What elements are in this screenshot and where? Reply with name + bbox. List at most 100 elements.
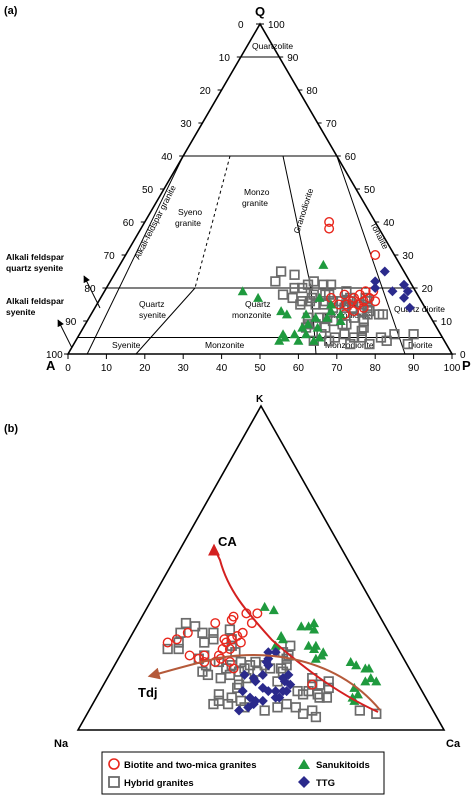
gray-square-point [408, 329, 419, 340]
red-circle-point [364, 292, 375, 303]
bottom-tick-label: 80 [370, 363, 382, 374]
gray-square-point [283, 650, 294, 661]
legend-label-ttg: TTG [316, 778, 335, 789]
right-tick-label: 100 [268, 20, 285, 31]
green-triangle-point [303, 319, 313, 329]
green-triangle-point [309, 618, 320, 628]
red-circle-point [354, 289, 365, 300]
gray-square-point [375, 332, 387, 343]
green-triangle-point [335, 309, 346, 319]
label-syeno-granite-1: Syeno [178, 207, 202, 217]
left-tick-label: 0 [238, 20, 244, 31]
label-afqs-1: Alkali feldspar [6, 252, 65, 262]
panel-b-label: (b) [4, 423, 18, 435]
red-circle-point [370, 249, 381, 260]
green-triangle-point [268, 605, 279, 615]
gray-square-point [310, 711, 322, 723]
gray-square-point [272, 702, 283, 713]
blue-diamond-point [270, 647, 281, 658]
label-afs-2: syenite [6, 307, 36, 317]
legend-box [101, 751, 385, 795]
green-triangle-point [270, 640, 281, 650]
tdj-trend-curve [147, 654, 381, 711]
blue-diamond-point [370, 276, 381, 287]
left-tick-label: 90 [65, 317, 77, 328]
gray-square-point [389, 329, 400, 340]
green-triangle-point [293, 335, 304, 345]
gray-square-point [321, 692, 333, 703]
green-triangle-point [318, 259, 329, 269]
arrow-afs [57, 319, 73, 349]
red-circle-point [226, 634, 237, 645]
legend-marker-blue-diamond [298, 776, 310, 788]
gray-square-point [295, 299, 306, 310]
blue-diamond-point [257, 695, 268, 706]
gray-square-point [297, 689, 309, 700]
green-triangle-point [312, 322, 323, 332]
right-tick-label: 80 [306, 86, 318, 97]
label-afs-1: Alkali feldspar [6, 296, 65, 306]
red-circle-point [333, 299, 344, 310]
blue-diamond-point [250, 676, 261, 687]
gray-square-point [302, 279, 314, 290]
right-tick-label: 30 [402, 251, 414, 262]
green-triangle-point [296, 621, 307, 631]
gray-square-point [180, 617, 192, 629]
green-triangle-point [297, 322, 308, 332]
p35-line-lower [135, 287, 196, 355]
gray-square-point [250, 656, 261, 668]
gray-square-point [348, 332, 360, 343]
gray-square-point [329, 332, 341, 343]
gray-square-point [213, 695, 225, 706]
label-monzodiorite: Monzodiorite [325, 340, 374, 350]
blue-diamond-point [234, 705, 245, 716]
gray-square-point [275, 266, 287, 277]
right-tick-label: 90 [287, 53, 299, 64]
red-circle-point [347, 296, 358, 307]
green-triangle-point [259, 601, 270, 611]
label-quartz-diorite: Quartz diorite [394, 304, 445, 314]
gray-square-point [215, 673, 226, 684]
vertex-p: P [462, 358, 471, 373]
green-triangle-point [316, 650, 327, 660]
legend-marker-green-triangle [298, 759, 310, 769]
gray-square-point [270, 276, 281, 287]
kna-ca-diagram: (b) K Na Ca CA Tdj [4, 394, 461, 750]
right-tick-label: 60 [345, 152, 357, 163]
ca-trend-curve [208, 543, 379, 713]
legend: Biotite and two-mica granites Sanukitoid… [101, 751, 385, 795]
green-triangle-point [276, 306, 287, 316]
gray-square-point [297, 282, 308, 294]
blue-diamond-point [257, 669, 268, 680]
green-triangle-point [352, 689, 363, 699]
legend-label-hybrid: Hybrid granites [124, 778, 194, 789]
gray-square-point [371, 708, 382, 719]
label-syeno-granite-2: granite [175, 218, 201, 228]
green-triangle-point [276, 631, 287, 641]
blue-diamond-point [370, 283, 381, 293]
blue-diamond-point [285, 679, 296, 690]
trend-ca-label: CA [218, 534, 237, 549]
gray-square-point [318, 279, 329, 290]
green-triangle-point [335, 316, 346, 325]
left-tick-label: 70 [104, 251, 116, 262]
left-tick-label: 20 [200, 86, 212, 97]
green-triangle-point [310, 312, 321, 322]
vertex-q: Q [255, 4, 265, 19]
green-triangle-point [253, 292, 264, 302]
red-circle-point [162, 637, 173, 648]
gray-square-point [197, 627, 208, 638]
kna-ca-outline [76, 404, 446, 731]
gray-square-point [244, 660, 256, 671]
green-triangle-point [345, 656, 356, 666]
gray-square-point [277, 289, 289, 300]
kna-ca-data-points [162, 601, 382, 723]
gray-square-point [199, 637, 210, 648]
blue-diamond-point [257, 682, 268, 693]
red-circle-point [237, 627, 248, 638]
red-circle-point [307, 679, 318, 690]
legend-label-biotite: Biotite and two-mica granites [124, 760, 257, 771]
bottom-tick-label: 60 [293, 363, 305, 374]
label-diorite: Diorite [408, 340, 433, 350]
